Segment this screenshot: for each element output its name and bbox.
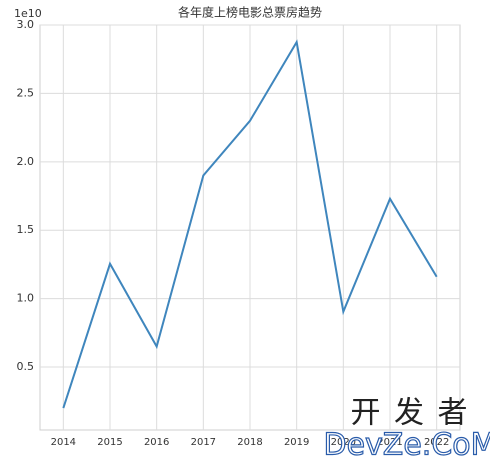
chart-title: 各年度上榜电影总票房趋势 [178,5,322,20]
y-tick-label: 1.5 [17,223,35,236]
x-tick-label: 2019 [284,437,309,448]
x-tick-label: 2022 [424,437,449,448]
x-tick-label: 2014 [51,437,76,448]
x-tick-label: 2020 [331,437,356,448]
x-tick-label: 2021 [377,437,402,448]
line [62,39,438,409]
x-tick-label: 2017 [191,437,216,448]
y-offset-label: 1e10 [14,7,42,20]
y-tick-label: 0.5 [17,360,35,373]
y-tick-label: 2.5 [17,86,35,99]
watermark: DevZe.CoM [323,428,490,463]
y-tick-label: 1.0 [17,292,35,305]
y-tick-label: 3.0 [17,18,35,31]
x-tick-label: 2016 [144,437,169,448]
x-tick-label: 2018 [237,437,262,448]
x-tick-label: 2015 [97,437,122,448]
watermark: 开 发 者 [350,396,469,431]
y-tick-label: 2.0 [17,155,35,168]
